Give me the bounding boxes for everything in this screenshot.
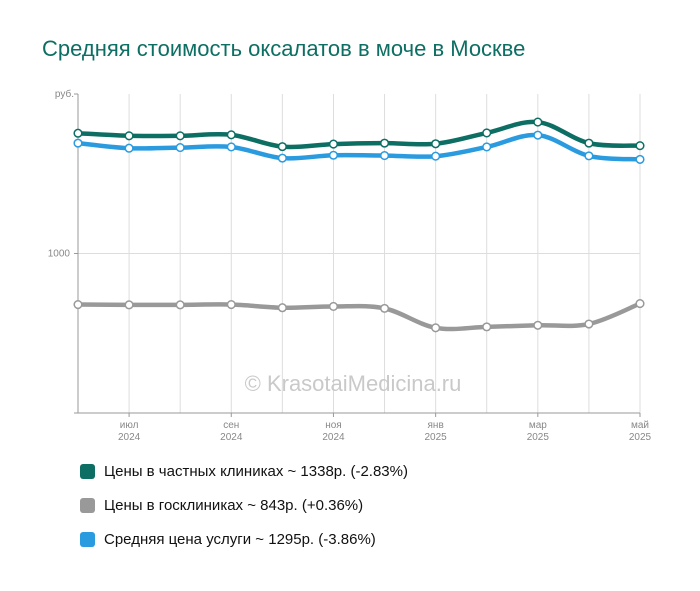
data-point[interactable] xyxy=(226,299,236,310)
data-point[interactable] xyxy=(482,322,492,332)
data-point[interactable] xyxy=(175,131,185,141)
data-point[interactable] xyxy=(328,301,339,312)
data-point[interactable] xyxy=(379,151,390,161)
legend-swatch-average xyxy=(80,531,95,547)
data-point[interactable] xyxy=(124,143,134,153)
legend-swatch-private xyxy=(80,463,95,479)
watermark: © KrasotaiMedicina.ru xyxy=(245,371,462,396)
data-point[interactable] xyxy=(226,142,236,152)
data-point[interactable] xyxy=(124,131,134,141)
series-line-2 xyxy=(75,132,643,162)
data-point[interactable] xyxy=(584,138,594,148)
legend-item-public[interactable]: Цены в госклиниках ~ 843р. (+0.36%) xyxy=(80,496,408,514)
data-point[interactable] xyxy=(635,154,645,164)
legend-swatch-public xyxy=(80,497,95,513)
x-tick-label-year: 2025 xyxy=(527,432,550,443)
y-axis-unit-label: руб. xyxy=(55,88,74,100)
data-point[interactable] xyxy=(431,139,441,149)
data-point[interactable] xyxy=(277,153,287,163)
data-point[interactable] xyxy=(277,142,287,152)
data-point[interactable] xyxy=(175,300,185,310)
data-point[interactable] xyxy=(482,128,492,138)
legend-label-average: Средняя цена услуги ~ 1295р. (-3.86%) xyxy=(104,530,376,548)
y-tick-label: 1000 xyxy=(48,249,71,260)
axes: руб.1000июл2024сен2024ноя2024янв2025мар2… xyxy=(48,88,652,443)
x-tick-label-month: мар xyxy=(529,420,547,431)
data-point[interactable] xyxy=(73,138,83,148)
x-tick-label-month: май xyxy=(631,420,649,431)
data-point[interactable] xyxy=(328,150,339,160)
data-point[interactable] xyxy=(431,323,441,333)
legend-item-average[interactable]: Средняя цена услуги ~ 1295р. (-3.86%) xyxy=(80,530,408,548)
series-line-1 xyxy=(75,301,643,332)
data-point[interactable] xyxy=(431,151,441,161)
x-tick-label-year: 2024 xyxy=(220,432,243,443)
series-layer xyxy=(73,117,645,333)
x-tick-label-month: ноя xyxy=(325,420,342,431)
data-point[interactable] xyxy=(73,299,83,310)
legend-label-public: Цены в госклиниках ~ 843р. (+0.36%) xyxy=(104,496,364,514)
data-point[interactable] xyxy=(379,138,390,148)
x-tick-label-month: янв xyxy=(428,420,444,431)
data-point[interactable] xyxy=(277,303,287,313)
data-point[interactable] xyxy=(73,128,83,138)
data-point[interactable] xyxy=(482,142,492,152)
data-point[interactable] xyxy=(379,303,390,313)
x-tick-label-year: 2024 xyxy=(118,432,141,443)
x-tick-label-month: сен xyxy=(223,420,239,431)
data-point[interactable] xyxy=(533,117,543,127)
x-tick-label-year: 2025 xyxy=(425,432,448,443)
x-tick-label-year: 2024 xyxy=(322,432,345,443)
chart-title: Средняя стоимость оксалатов в моче в Мос… xyxy=(42,36,526,61)
data-point[interactable] xyxy=(635,299,645,309)
x-tick-label-month: июл xyxy=(120,420,139,431)
data-point[interactable] xyxy=(328,139,339,149)
x-tick-label-year: 2025 xyxy=(629,432,652,443)
data-point[interactable] xyxy=(226,130,236,140)
legend-item-private[interactable]: Цены в частных клиниках ~ 1338р. (-2.83%… xyxy=(80,462,408,480)
data-point[interactable] xyxy=(533,130,543,140)
data-point[interactable] xyxy=(124,300,134,310)
legend-label-private: Цены в частных клиниках ~ 1338р. (-2.83%… xyxy=(104,462,408,480)
data-point[interactable] xyxy=(584,319,594,329)
data-point[interactable] xyxy=(635,141,645,151)
legend: Цены в частных клиниках ~ 1338р. (-2.83%… xyxy=(80,463,408,565)
data-point[interactable] xyxy=(533,320,543,330)
data-point[interactable] xyxy=(175,143,185,153)
data-point[interactable] xyxy=(584,151,594,161)
